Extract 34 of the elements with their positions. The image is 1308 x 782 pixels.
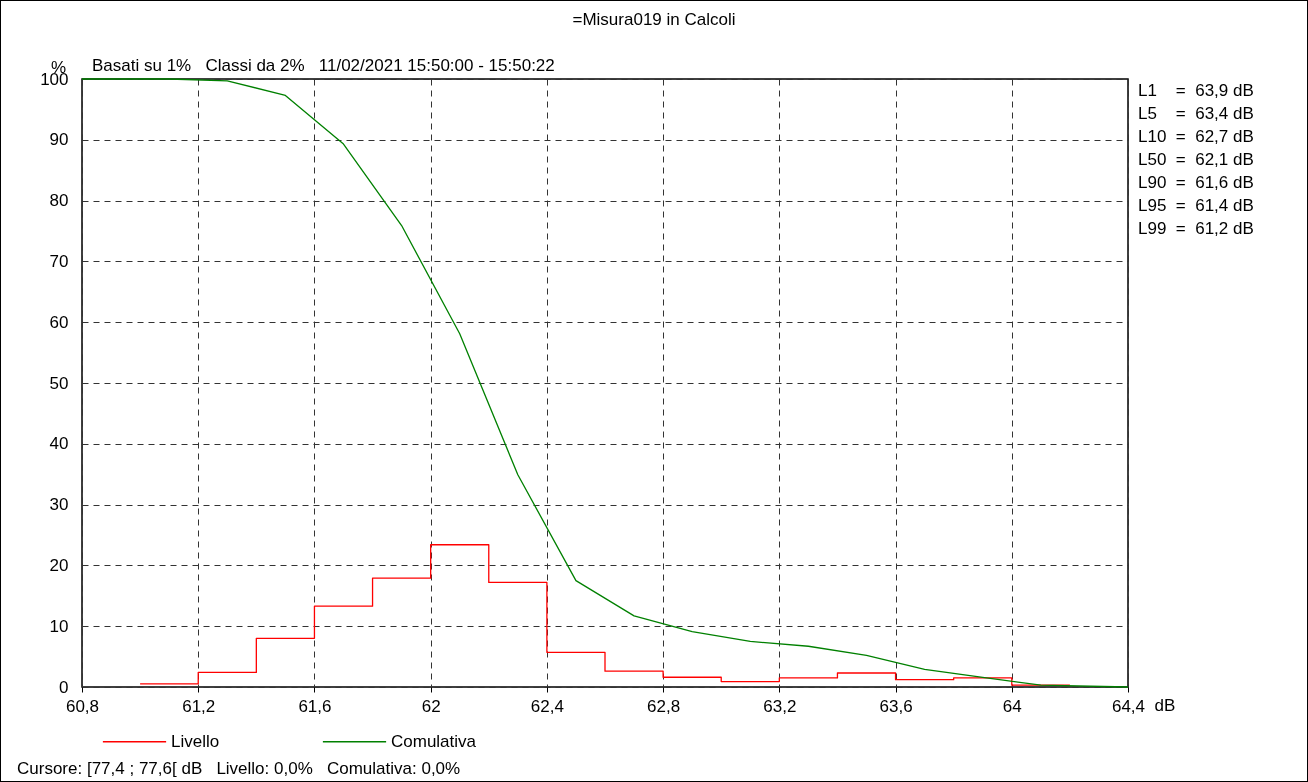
text: L95 = 61,4 dB <box>1138 195 1254 217</box>
x-tick-label: 62 <box>421 696 441 716</box>
text: L50 = 62,1 dB <box>1138 149 1254 171</box>
legend-label: Comulativa <box>391 731 477 751</box>
text: L5 = 63,4 dB <box>1138 103 1254 125</box>
text: Cursore: [77,4 ; 77,6[ dB Livello: 0,0% Comulativa: 0,0% <box>17 758 461 780</box>
y-tick-label: 90 <box>49 130 69 150</box>
x-tick-label: 64,4 <box>1111 696 1146 716</box>
chart-subtitle: Basati su 1% Classi da 2% 11/02/2021 15:50:00 - 15:50:22 <box>92 55 555 77</box>
x-tick-label: 60,8 <box>65 696 100 716</box>
legend-label: Livello <box>171 731 220 751</box>
y-tick-label: 50 <box>49 373 69 393</box>
x-tick-label: 64 <box>1002 696 1022 716</box>
y-tick-label: 70 <box>49 251 69 271</box>
x-tick-label: 61,6 <box>298 696 332 716</box>
text: L99 = 61,2 dB <box>1138 218 1254 240</box>
x-tick-label: 61,2 <box>182 696 216 716</box>
x-axis-title: dB <box>1154 695 1176 715</box>
x-tick-label: 62,8 <box>647 696 681 716</box>
line-series <box>81 78 1129 688</box>
y-tick-label: 10 <box>49 616 69 636</box>
y-tick-label: 0 <box>59 677 69 697</box>
y-tick-label: 30 <box>49 495 69 515</box>
x-tick-label: 63,2 <box>763 696 797 716</box>
y-tick-label: 80 <box>49 191 69 211</box>
text: L10 = 62,7 dB <box>1138 126 1254 148</box>
chart-title: =Misura019 in Calcoli <box>571 9 737 31</box>
x-tick-label: 63,6 <box>879 696 913 716</box>
y-tick-label: 20 <box>49 555 69 575</box>
y-tick-label: 40 <box>49 434 69 454</box>
x-tick-label: 62,4 <box>530 696 564 716</box>
text: L1 = 63,9 dB <box>1138 80 1254 102</box>
text: L90 = 61,6 dB <box>1138 172 1254 194</box>
y-tick-label: 60 <box>49 312 69 332</box>
